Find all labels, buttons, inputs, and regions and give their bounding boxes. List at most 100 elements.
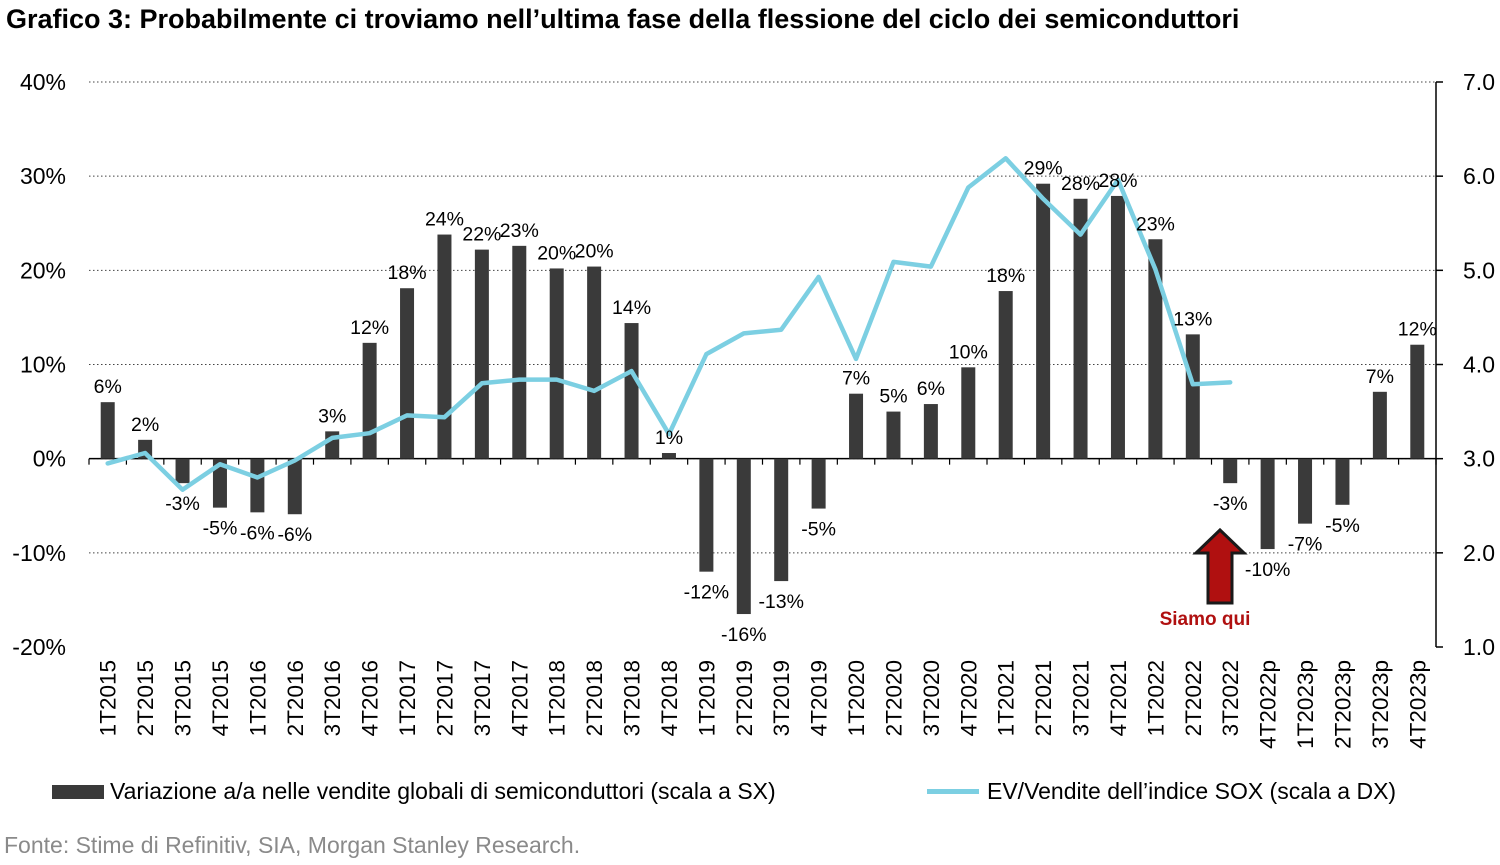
bar-data-label: -12% bbox=[684, 582, 730, 604]
bar bbox=[736, 458, 751, 615]
bar bbox=[886, 411, 901, 459]
bar bbox=[250, 458, 265, 513]
category-label: 3T2016 bbox=[320, 660, 345, 736]
bar-data-label: 28% bbox=[1061, 173, 1100, 195]
bar bbox=[1223, 458, 1238, 484]
category-label: 4T2019 bbox=[807, 660, 832, 736]
bar-data-label: -7% bbox=[1288, 534, 1323, 556]
category-label: 4T2020 bbox=[956, 660, 981, 736]
category-label: 4T2023p bbox=[1405, 660, 1430, 749]
category-label: 3T2023p bbox=[1368, 660, 1393, 749]
bar-data-label: 29% bbox=[1024, 158, 1063, 180]
category-label: 1T2023p bbox=[1293, 660, 1318, 749]
chart-title: Grafico 3: Probabilmente ci troviamo nel… bbox=[6, 4, 1240, 34]
bar bbox=[549, 268, 564, 459]
bar bbox=[1185, 334, 1200, 459]
annotation: Siamo qui bbox=[1160, 527, 1251, 630]
bar bbox=[1372, 391, 1387, 459]
bar bbox=[774, 458, 789, 582]
bar-data-label: -5% bbox=[203, 518, 238, 540]
category-labels: 1T2015 2T2015 3T2015 4T2015 1T2016 2T2016 3T20… bbox=[96, 660, 1431, 749]
bar bbox=[175, 458, 190, 484]
bar-data-label: 23% bbox=[500, 220, 539, 242]
category-label: 3T2021 bbox=[1069, 660, 1094, 736]
bar-data-label: -16% bbox=[721, 624, 767, 646]
source-note: Fonte: Stime di Refinitiv, SIA, Morgan S… bbox=[4, 832, 581, 858]
category-label: 2T2021 bbox=[1031, 660, 1056, 736]
left-axis-tick-label: 0% bbox=[33, 446, 66, 472]
bar bbox=[661, 453, 676, 459]
category-label: 3T2015 bbox=[171, 660, 196, 736]
bar bbox=[1036, 183, 1051, 459]
right-axis-tick-label: 4.0 bbox=[1463, 352, 1495, 378]
bar-data-label: -3% bbox=[165, 493, 200, 515]
bar-data-label: 5% bbox=[879, 386, 907, 408]
bar-data-label: 22% bbox=[462, 224, 501, 246]
left-axis-tick-label: 30% bbox=[20, 163, 66, 189]
line-path bbox=[105, 156, 1233, 492]
bar-data-label: 23% bbox=[1136, 213, 1175, 235]
legend: Variazione a/a nelle vendite globali di … bbox=[52, 778, 1472, 812]
bar-data-label: 12% bbox=[1398, 319, 1437, 341]
bar bbox=[699, 458, 714, 572]
bar-data-label: 7% bbox=[1366, 366, 1394, 388]
category-label: 4T2022p bbox=[1256, 660, 1281, 749]
category-label: 1T2017 bbox=[395, 660, 420, 736]
category-label: 4T2017 bbox=[507, 660, 532, 736]
bar bbox=[1110, 195, 1125, 459]
left-axis-tick-label: 40% bbox=[20, 69, 66, 95]
bar bbox=[362, 342, 377, 459]
right-axis-tick-label: 2.0 bbox=[1463, 540, 1495, 566]
category-label: 3T2022 bbox=[1218, 660, 1243, 736]
bar-data-label: 18% bbox=[986, 265, 1025, 287]
bar-data-label: -13% bbox=[758, 591, 804, 613]
category-label: 1T2015 bbox=[96, 660, 121, 736]
left-axis-tick-label: 20% bbox=[20, 257, 66, 283]
bar-data-label: -6% bbox=[277, 524, 312, 546]
annotation-label: Siamo qui bbox=[1160, 609, 1251, 630]
bar-data-label: 10% bbox=[949, 341, 988, 363]
category-label: 2T2017 bbox=[432, 660, 457, 736]
data-labels: 6%2%-3%-5% -6% -6%3%12%18%24%22%23%20%20%1… bbox=[94, 158, 1437, 646]
left-axis-tick-label: 10% bbox=[20, 352, 66, 378]
category-label: 2T2018 bbox=[582, 660, 607, 736]
bar-data-label: 7% bbox=[842, 368, 870, 390]
bar bbox=[624, 323, 639, 459]
bar-data-label: 2% bbox=[131, 414, 159, 436]
category-label: 2T2016 bbox=[283, 660, 308, 736]
legend-label-bars: Variazione a/a nelle vendite globali di … bbox=[110, 778, 776, 804]
legend-swatch-line bbox=[927, 789, 979, 794]
bar-data-label: 6% bbox=[94, 376, 122, 398]
bar-data-label: -6% bbox=[240, 522, 275, 544]
category-label: 2T2015 bbox=[133, 660, 158, 736]
bar-data-label: 20% bbox=[537, 242, 576, 264]
category-label: 3T2019 bbox=[769, 660, 794, 736]
category-label: 1T2019 bbox=[694, 660, 719, 736]
bar bbox=[587, 266, 602, 459]
category-label: 1T2021 bbox=[994, 660, 1019, 736]
bar bbox=[287, 458, 302, 515]
bar-data-label: 14% bbox=[612, 297, 651, 319]
bar bbox=[512, 245, 527, 459]
category-label: 1T2020 bbox=[844, 660, 869, 736]
bar-data-label: 24% bbox=[425, 209, 464, 231]
legend-item-bars: Variazione a/a nelle vendite globali di … bbox=[52, 778, 776, 805]
category-label: 2T2019 bbox=[732, 660, 757, 736]
legend-swatch-bars bbox=[52, 784, 104, 799]
category-label: 4T2018 bbox=[657, 660, 682, 736]
bar bbox=[923, 404, 938, 459]
category-label: 2T2022 bbox=[1181, 660, 1206, 736]
bar bbox=[1298, 458, 1313, 524]
bar-data-label: 18% bbox=[388, 262, 427, 284]
bar-data-label: 12% bbox=[350, 317, 389, 339]
axes: -20% -10% 0% 10% 20% 30% 40% 1.0 2.0 3.0 4.0 5.0 6.0… bbox=[12, 69, 1495, 660]
category-label: 2T2020 bbox=[881, 660, 906, 736]
bar bbox=[849, 393, 864, 459]
category-label: 4T2015 bbox=[208, 660, 233, 736]
category-label: 4T2021 bbox=[1106, 660, 1131, 736]
bar bbox=[1148, 239, 1163, 459]
bar bbox=[811, 458, 826, 509]
right-axis-tick-label: 7.0 bbox=[1463, 69, 1495, 95]
left-axis-tick-label: -10% bbox=[12, 540, 66, 566]
bar bbox=[1260, 458, 1275, 550]
